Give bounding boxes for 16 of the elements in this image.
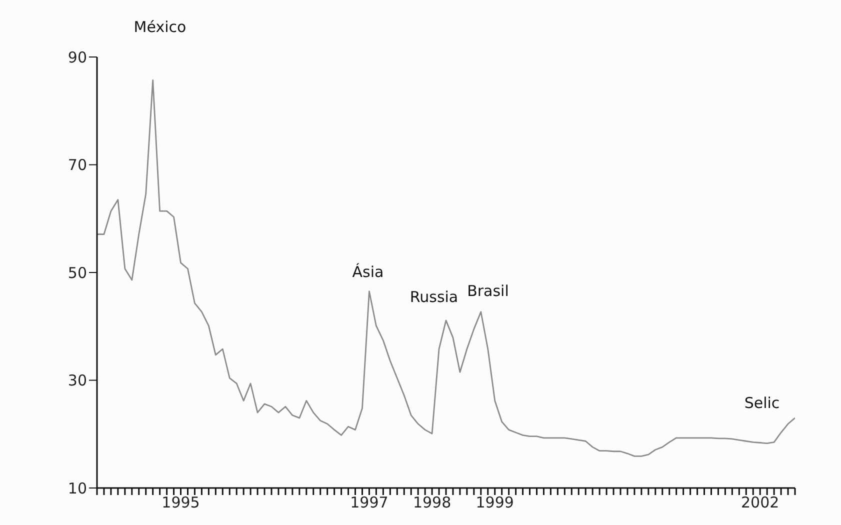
- y-tick-label: 10: [68, 479, 87, 498]
- line-series: [97, 79, 795, 457]
- annotation: Ásia: [352, 263, 384, 281]
- y-tick-label: 70: [68, 156, 87, 174]
- y-tick-label: 50: [68, 264, 87, 282]
- x-tick-label: 1999: [476, 494, 514, 512]
- annotation: Russia: [410, 288, 458, 306]
- y-tick-label: 90: [68, 48, 87, 66]
- text: México: [134, 18, 186, 36]
- x-tick-label: 1997: [350, 494, 388, 512]
- annotation: Brasil: [467, 282, 509, 300]
- x-tick-label: 2002: [741, 494, 780, 512]
- x-tick-label: 1995: [162, 494, 200, 512]
- x-tick-label: 1998: [412, 494, 452, 512]
- annotation: Selic: [744, 394, 780, 412]
- y-tick-label: 30: [68, 372, 87, 390]
